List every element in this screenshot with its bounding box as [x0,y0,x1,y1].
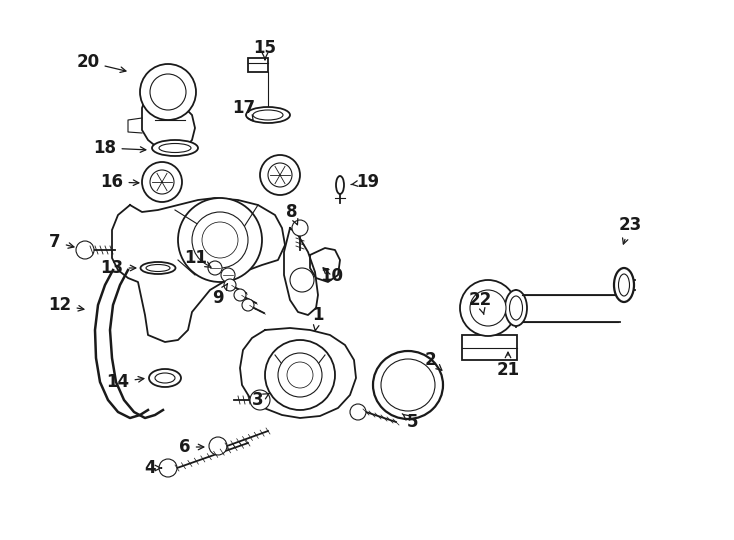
Text: 11: 11 [184,249,211,267]
Circle shape [150,170,174,194]
Polygon shape [142,92,195,150]
Circle shape [250,390,270,410]
Circle shape [150,74,186,110]
Ellipse shape [509,296,523,320]
Text: 9: 9 [212,284,228,307]
Polygon shape [284,228,318,315]
Circle shape [460,280,516,336]
Text: 22: 22 [468,291,492,314]
Text: 4: 4 [144,459,161,477]
Bar [248,58,268,72]
Circle shape [290,268,314,292]
Ellipse shape [614,268,634,302]
Circle shape [178,198,262,282]
Text: 2: 2 [424,351,442,370]
Ellipse shape [149,369,181,387]
Ellipse shape [159,144,191,152]
Ellipse shape [155,373,175,383]
Ellipse shape [152,140,198,156]
Text: 21: 21 [496,352,520,379]
Circle shape [292,220,308,236]
Bar [462,335,517,360]
Circle shape [287,362,313,388]
Circle shape [268,163,292,187]
Circle shape [76,241,94,259]
Ellipse shape [469,298,507,318]
Ellipse shape [505,290,527,326]
Text: 23: 23 [618,216,642,244]
Ellipse shape [373,351,443,419]
Text: 16: 16 [101,173,139,191]
Ellipse shape [381,359,435,411]
Circle shape [260,155,300,195]
Circle shape [202,222,238,258]
Text: 1: 1 [312,306,324,330]
Text: 10: 10 [321,267,344,285]
Circle shape [192,212,248,268]
Text: 20: 20 [76,53,126,72]
Circle shape [208,261,222,275]
Circle shape [159,459,177,477]
Polygon shape [112,198,285,342]
Ellipse shape [146,265,170,272]
Ellipse shape [336,176,344,194]
Text: 19: 19 [351,173,379,191]
Ellipse shape [253,110,283,120]
Text: 18: 18 [93,139,146,157]
Text: 8: 8 [286,203,298,225]
Polygon shape [240,328,356,418]
Circle shape [221,268,235,282]
Text: 17: 17 [233,99,255,121]
Ellipse shape [246,107,290,123]
Text: 15: 15 [253,39,277,60]
Circle shape [470,290,506,326]
Circle shape [142,162,182,202]
Circle shape [242,299,254,311]
Polygon shape [310,248,340,282]
Text: 7: 7 [49,233,74,251]
Ellipse shape [619,274,630,296]
Circle shape [140,64,196,120]
Ellipse shape [140,262,175,274]
Circle shape [224,279,236,291]
Circle shape [234,289,246,301]
Text: 13: 13 [101,259,136,277]
Text: 6: 6 [179,438,204,456]
Text: 14: 14 [106,373,144,391]
Circle shape [209,437,227,455]
Circle shape [278,353,322,397]
Text: 5: 5 [402,413,419,431]
Circle shape [350,404,366,420]
Text: 3: 3 [252,391,269,409]
Text: 12: 12 [48,296,84,314]
Circle shape [265,340,335,410]
